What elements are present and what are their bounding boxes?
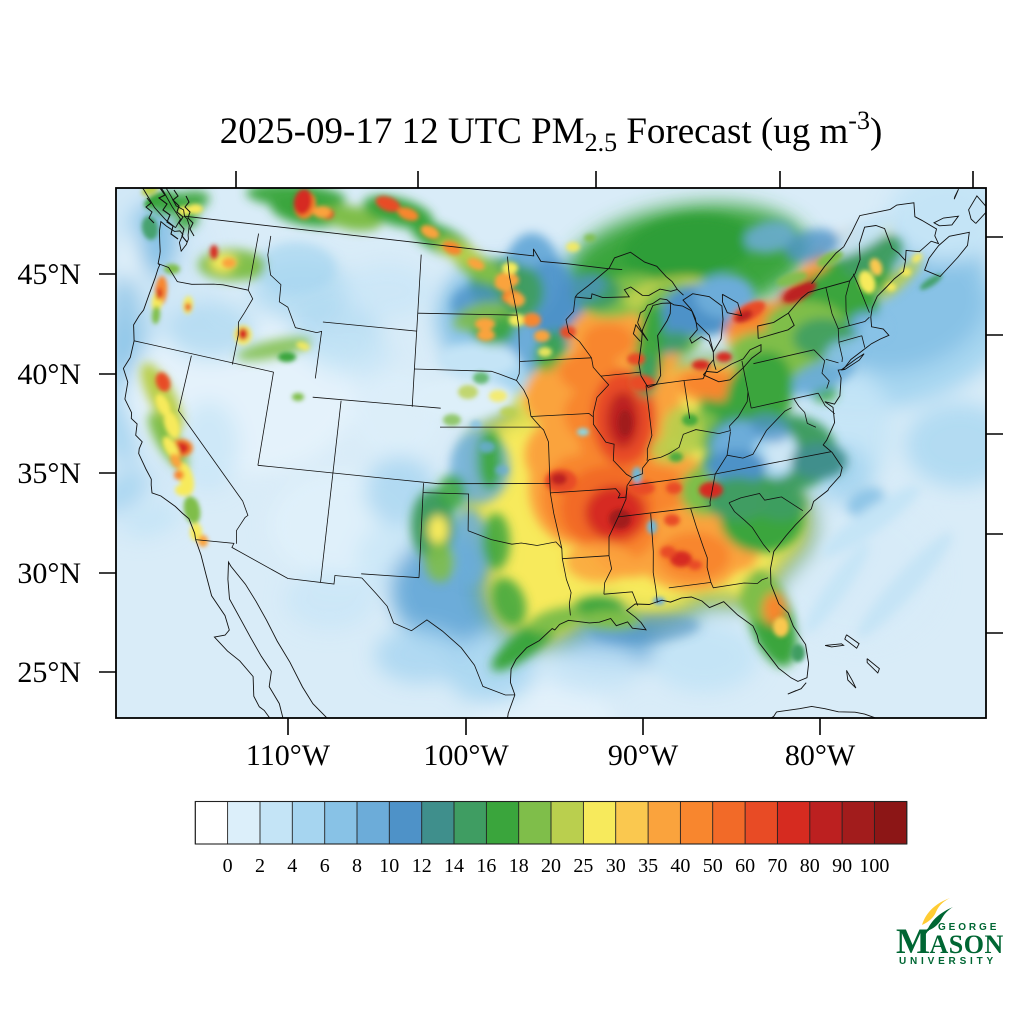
svg-text:100: 100 (859, 855, 889, 877)
svg-text:90°W: 90°W (608, 739, 679, 772)
svg-text:50: 50 (703, 855, 723, 877)
svg-text:30°N: 30°N (17, 557, 81, 590)
svg-text:18: 18 (509, 855, 529, 877)
svg-text:80: 80 (800, 855, 820, 877)
svg-text:6: 6 (320, 855, 330, 877)
svg-text:110°W: 110°W (246, 739, 331, 772)
svg-text:MASON: MASON (896, 921, 1004, 961)
svg-text:60: 60 (735, 855, 755, 877)
svg-text:14: 14 (444, 855, 464, 877)
svg-text:16: 16 (476, 855, 496, 877)
svg-text:40: 40 (670, 855, 690, 877)
svg-text:80°W: 80°W (785, 739, 856, 772)
svg-text:10: 10 (379, 855, 399, 877)
svg-text:4: 4 (287, 855, 297, 877)
svg-text:100°W: 100°W (423, 739, 509, 772)
svg-text:30: 30 (606, 855, 626, 877)
svg-text:70: 70 (767, 855, 787, 877)
svg-text:25°N: 25°N (17, 656, 81, 689)
svg-text:2025-09-17 12 UTC PM2.5 Foreca: 2025-09-17 12 UTC PM2.5 Forecast (ug m-3… (220, 106, 883, 157)
svg-text:35°N: 35°N (17, 457, 81, 490)
svg-text:25: 25 (573, 855, 593, 877)
svg-text:20: 20 (541, 855, 561, 877)
svg-text:35: 35 (638, 855, 658, 877)
svg-text:90: 90 (832, 855, 852, 877)
svg-text:12: 12 (412, 855, 432, 877)
svg-text:UNIVERSITY: UNIVERSITY (899, 956, 997, 967)
svg-text:0: 0 (223, 855, 233, 877)
svg-text:45°N: 45°N (17, 258, 81, 291)
svg-text:40°N: 40°N (17, 358, 81, 391)
svg-text:2: 2 (255, 855, 265, 877)
svg-text:GEORGE: GEORGE (938, 922, 999, 933)
svg-text:8: 8 (352, 855, 362, 877)
